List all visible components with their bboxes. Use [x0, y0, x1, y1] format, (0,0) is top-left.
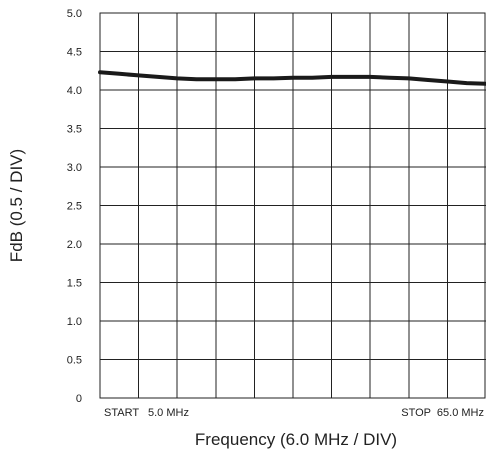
series-line — [98, 70, 486, 86]
y-tick-label: 0.5 — [67, 355, 82, 367]
y-tick-label: 2.0 — [67, 239, 82, 251]
y-tick-label: 0 — [76, 393, 82, 405]
y-tick-label: 2.5 — [67, 201, 82, 213]
y-axis-title: FdB (0.5 / DIV) — [7, 149, 26, 262]
grid — [100, 13, 486, 398]
y-tick-label: 1.0 — [67, 316, 82, 328]
x-stop-label: STOP 65.0 MHz — [401, 407, 484, 419]
y-tick-label: 1.5 — [67, 278, 82, 290]
y-tick-label: 3.5 — [67, 124, 82, 136]
y-tick-labels: 0 0.5 1.0 1.5 2.0 2.5 3.0 3.5 4.0 4.5 5.0 — [67, 8, 82, 405]
plot-frame — [99, 12, 486, 399]
y-tick-label: 4.0 — [67, 85, 82, 97]
x-start-label: START 5.0 MHz — [104, 407, 189, 419]
y-tick-label: 3.0 — [67, 162, 82, 174]
y-tick-label: 4.5 — [67, 47, 82, 59]
x-axis-title: Frequency (6.0 MHz / DIV) — [195, 430, 397, 449]
y-tick-label: 5.0 — [67, 8, 82, 20]
